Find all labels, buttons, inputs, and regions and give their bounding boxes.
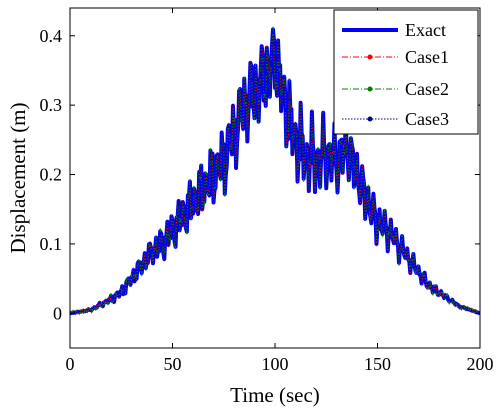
legend-label-case1: Case1 — [405, 47, 449, 67]
x-tick-label: 50 — [164, 354, 182, 374]
y-tick-label: 0 — [53, 303, 62, 323]
legend: Exact Case1 Case2 Case3 — [333, 9, 479, 135]
x-tick-label: 0 — [66, 354, 75, 374]
x-tick-label: 100 — [262, 354, 289, 374]
x-tick-label: 150 — [364, 354, 391, 374]
y-tick-label: 0.4 — [40, 26, 63, 46]
y-tick-label: 0.2 — [40, 165, 63, 185]
legend-marker-case1 — [367, 54, 373, 60]
x-axis-title: Time (sec) — [230, 383, 320, 407]
series-line-case3 — [69, 30, 481, 314]
tick-layer: 0 50 100 150 200 0 0.1 0.2 0.3 0.4 — [40, 8, 494, 374]
x-tick-label: 200 — [467, 354, 494, 374]
legend-label-case3: Case3 — [405, 109, 449, 129]
y-axis-title: Displacement (m) — [6, 102, 30, 253]
series-layer — [69, 26, 481, 316]
legend-label-case2: Case2 — [405, 79, 449, 99]
legend-marker-case2 — [367, 86, 373, 92]
legend-label-exact: Exact — [405, 20, 446, 40]
y-tick-label: 0.3 — [40, 95, 63, 115]
legend-marker-case3 — [367, 116, 373, 122]
y-tick-label: 0.1 — [40, 234, 63, 254]
series-line-case2 — [70, 26, 481, 316]
legend-items: Exact Case1 Case2 Case3 — [342, 20, 449, 129]
